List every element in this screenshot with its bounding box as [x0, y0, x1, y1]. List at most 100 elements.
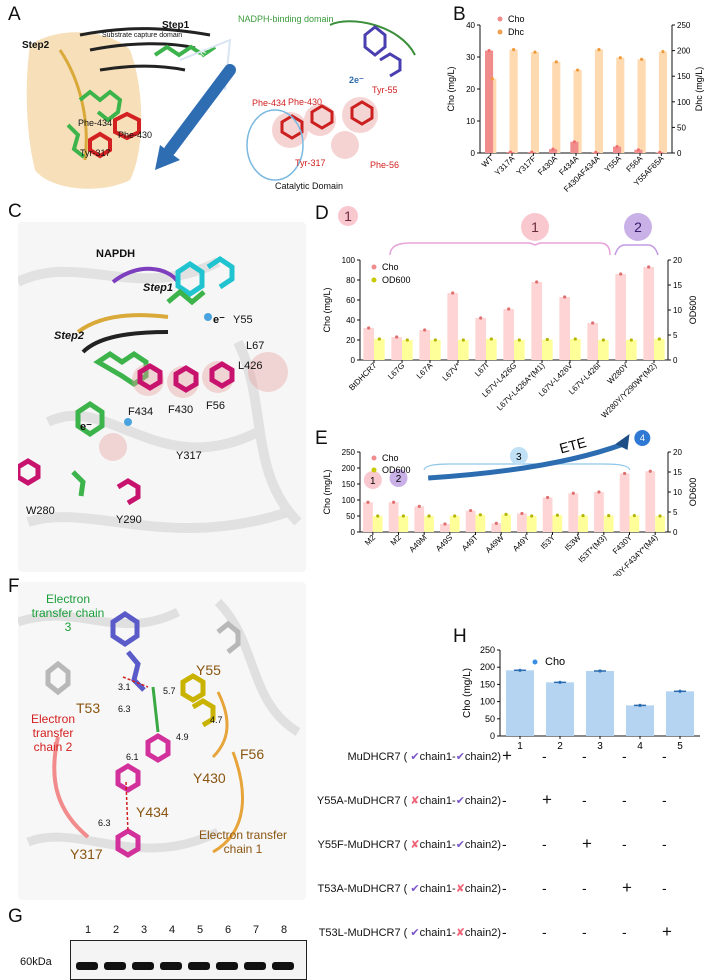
- bar-cho: [363, 502, 373, 532]
- condition-row: Y55A-MuDHCR7 ( ✘chain1-✔chain2) - + - - -: [300, 790, 716, 814]
- point-od600: [478, 513, 482, 517]
- point-cho: [508, 150, 512, 154]
- legend-marker-cho: [371, 455, 377, 461]
- bar-od600: [626, 340, 637, 360]
- x-tick-label: F430A: [536, 154, 560, 178]
- minus-mark: -: [542, 924, 547, 940]
- bar-cho: [619, 473, 630, 532]
- bar-cho: [447, 293, 458, 360]
- y-tick-label: 10: [466, 117, 475, 126]
- condition-name: T53A-MuDHCR7: [317, 883, 404, 895]
- bar-od600: [475, 514, 486, 532]
- ete-arrow: [428, 441, 625, 481]
- x-tick-label: 5: [677, 741, 683, 750]
- y-tick-label: 40: [466, 21, 475, 30]
- point-cho: [507, 307, 511, 311]
- lane-number: 3: [140, 924, 148, 936]
- point-od600: [601, 338, 605, 342]
- paren-open: (: [403, 839, 411, 851]
- point-cho: [619, 272, 623, 276]
- legend-marker-cho: [497, 16, 503, 22]
- point-cho: [594, 150, 598, 154]
- panel-g-western-blot: 60kDa 1 2 3 4 5 6 7 8: [20, 910, 310, 980]
- x-tick-label: I53Y: [539, 533, 557, 551]
- point-od600: [629, 338, 633, 342]
- point-cho: [469, 508, 473, 513]
- label-f-d47: 4.7: [210, 715, 223, 725]
- point-dhc: [533, 50, 537, 54]
- point-cho: [417, 504, 421, 508]
- cross-icon: ✘: [410, 839, 420, 851]
- lane-number: 4: [168, 924, 176, 936]
- bar-cho: [517, 513, 527, 532]
- y2-tick-label: 150: [677, 72, 691, 81]
- legend-label-cho: Cho: [382, 453, 399, 463]
- x-tick-label: L67A: [415, 361, 435, 381]
- label-c-y55: Y55: [233, 314, 253, 326]
- y-tick-label: 0: [471, 149, 476, 158]
- label-f-y55: Y55: [196, 662, 221, 678]
- plus-mark: +: [542, 790, 552, 809]
- bar-cho: [568, 493, 579, 532]
- point-cho: [591, 321, 595, 325]
- lane-number: 8: [280, 924, 288, 936]
- y-tick-label: 60: [346, 296, 355, 305]
- bar-dhc: [573, 70, 582, 153]
- point-dhc: [618, 56, 622, 60]
- bar-od600: [578, 515, 588, 532]
- minus-mark: -: [662, 836, 667, 852]
- chain1-label: chain1-: [419, 927, 456, 939]
- lane-number: 6: [224, 924, 232, 936]
- legend-label-od600: OD600: [382, 465, 411, 475]
- y-tick-label: 100: [480, 697, 495, 707]
- bar-dhc: [552, 61, 561, 153]
- group-bracket-1: [389, 242, 611, 256]
- minus-mark: -: [502, 836, 507, 852]
- x-tick-label: L67G: [386, 361, 406, 381]
- y2-tick-label: 0: [677, 149, 682, 158]
- bar-od600: [374, 339, 385, 360]
- x-tick-label: L67V-L426A*(M1): [495, 361, 547, 413]
- blot-lane-numbers: 1 2 3 4 5 6 7 8: [78, 924, 303, 938]
- bar-cho: [440, 524, 450, 532]
- plus-mark: +: [582, 834, 592, 853]
- minus-mark: -: [622, 924, 627, 940]
- lane-number: 7: [252, 924, 260, 936]
- protein-band: [188, 962, 210, 970]
- x-tick-label: L67V*: [441, 361, 463, 383]
- chain1-label: chain1-: [419, 883, 456, 895]
- bar-cho: [419, 330, 430, 360]
- legend-marker-dhc: [497, 29, 503, 35]
- panel-letter-c: C: [8, 201, 22, 222]
- point-cho: [648, 469, 652, 473]
- protein-band: [160, 962, 182, 970]
- y-tick-label: 100: [342, 256, 356, 265]
- y-tick-label: 150: [480, 679, 495, 689]
- point-dhc: [597, 47, 601, 52]
- point-cho: [572, 140, 576, 144]
- label-r-2e: 2e⁻: [349, 75, 364, 85]
- bar-od600: [514, 340, 525, 360]
- label-f-d63b: 6.3: [98, 818, 111, 828]
- point-od600: [555, 513, 559, 517]
- point-cho: [598, 669, 602, 673]
- label-c-y290: Y290: [116, 514, 142, 526]
- point-od600: [377, 337, 381, 341]
- paren-open: (: [403, 751, 411, 763]
- bar-dhc: [509, 49, 518, 153]
- legend-marker-cho: [371, 264, 377, 270]
- x-tick-label: Y317A: [493, 154, 517, 178]
- point-od600: [504, 512, 508, 516]
- x-tick-label: BtDHCR7: [347, 361, 379, 393]
- point-od600: [427, 514, 431, 518]
- condition-label: Y55F-MuDHCR7 ( ✘chain1-✔chain2): [317, 838, 501, 851]
- bar-cho: [615, 274, 626, 360]
- label-f-d61: 6.1: [126, 752, 139, 762]
- point-cho: [392, 500, 396, 504]
- bar-dhc: [616, 57, 625, 153]
- point-cho: [423, 328, 427, 332]
- label-f-y430: Y430: [193, 770, 226, 786]
- x-tick-label: 2: [557, 741, 563, 750]
- condition-label: T53A-MuDHCR7 ( ✔chain1-✘chain2): [317, 882, 501, 895]
- chart-b: 0 10 20 30 40 0 50 100 150 200 250 Cho (mg/L) Dhc (m…: [446, 14, 704, 194]
